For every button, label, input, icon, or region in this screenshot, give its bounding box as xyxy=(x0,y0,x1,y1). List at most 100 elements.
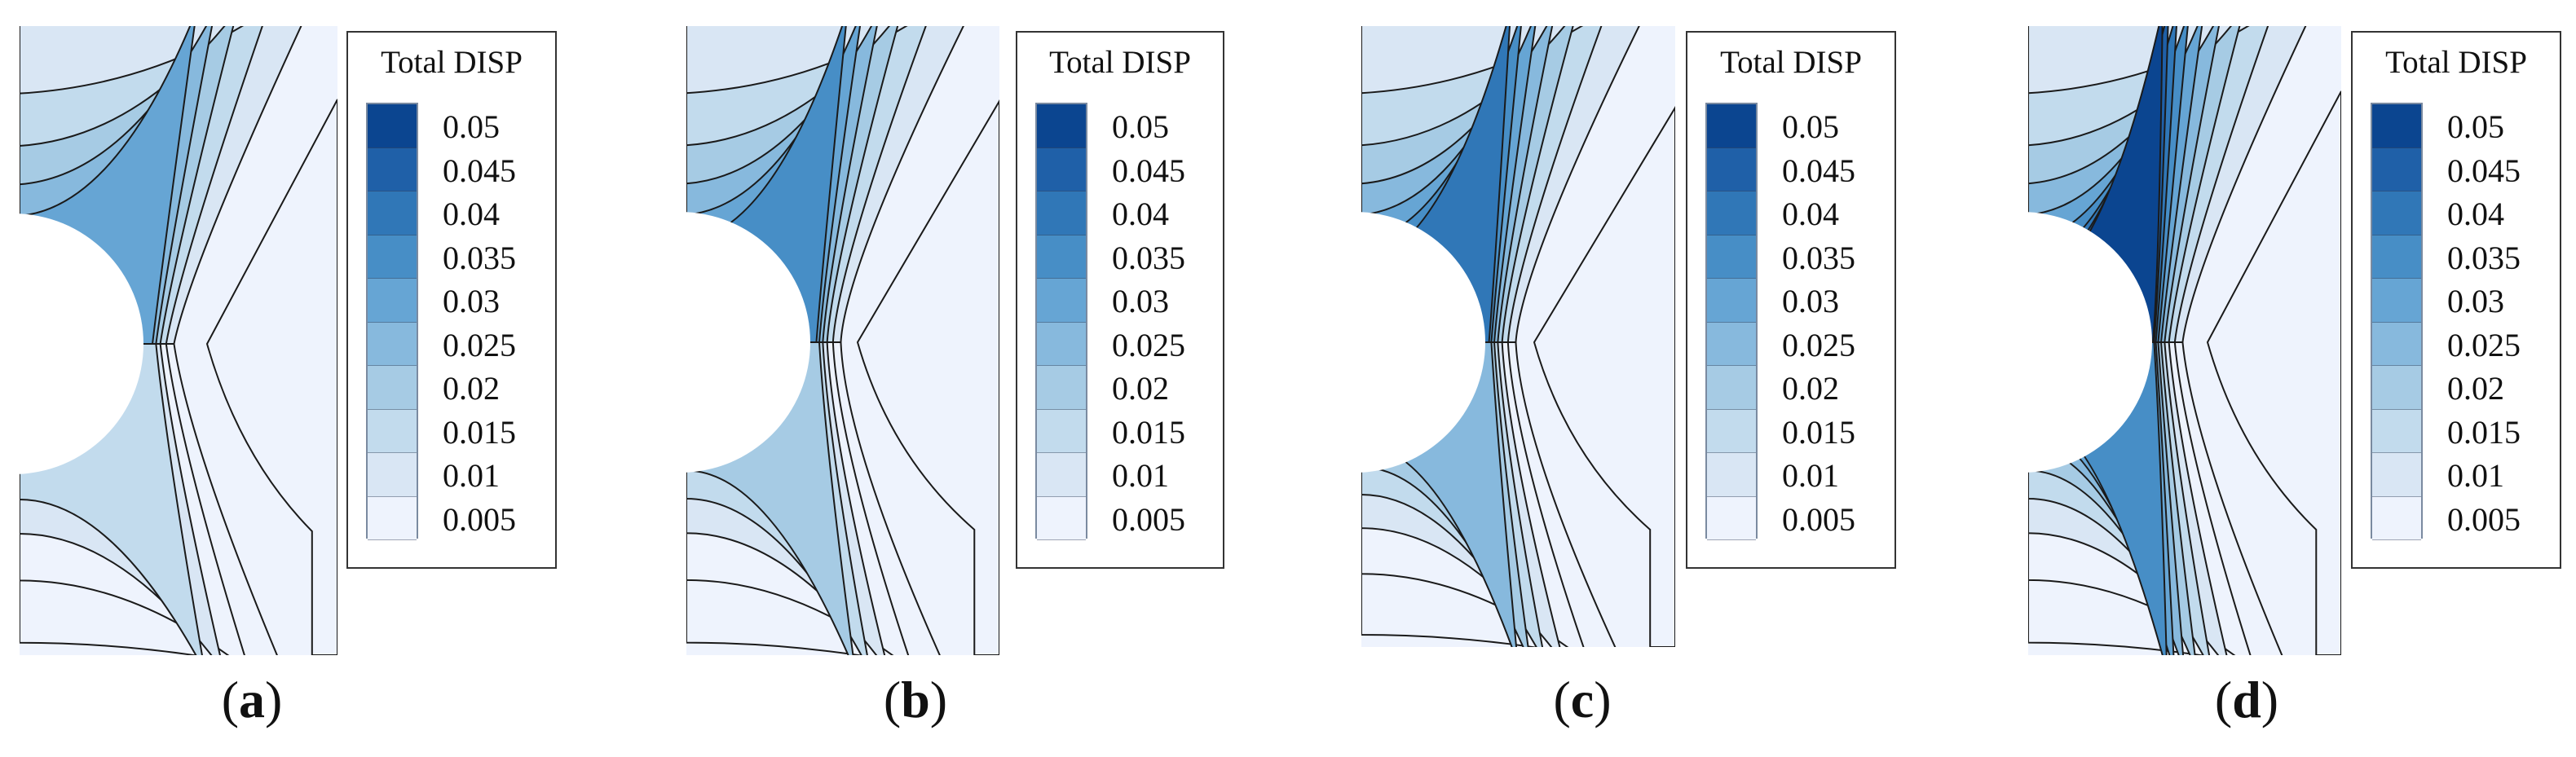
legend-label: 0.005 xyxy=(1112,500,1185,538)
legend-swatch xyxy=(1707,235,1756,279)
legend-label: 0.015 xyxy=(2447,413,2521,451)
legend-title: Total DISP xyxy=(381,45,523,80)
legend-label: 0.025 xyxy=(443,326,516,363)
legend-swatch xyxy=(2372,147,2421,191)
legend-label: 0.015 xyxy=(1782,413,1855,451)
legend-swatch xyxy=(368,409,417,453)
legend-label: 0.035 xyxy=(1112,239,1185,276)
legend-color-bar xyxy=(1035,103,1087,540)
legend-swatch xyxy=(368,453,417,497)
legend-label: 0.02 xyxy=(443,370,500,407)
legend-label: 0.04 xyxy=(1112,196,1169,232)
legend-label: 0.02 xyxy=(1112,370,1169,407)
legend-swatch xyxy=(1707,279,1756,323)
contour-plot-a xyxy=(20,26,337,655)
legend-swatch xyxy=(1707,453,1756,497)
legend-label: 0.025 xyxy=(2447,326,2521,363)
legend-swatch xyxy=(1037,496,1086,540)
legend-label: 0.05 xyxy=(443,108,500,145)
legend-label: 0.04 xyxy=(1782,196,1839,232)
hole-cutout xyxy=(2028,212,2152,473)
legend-label: 0.015 xyxy=(1112,413,1185,451)
legend-label: 0.025 xyxy=(1782,326,1855,363)
legend-swatch xyxy=(2372,279,2421,323)
legend-color-bar xyxy=(2371,103,2423,540)
legend-swatch xyxy=(1707,366,1756,410)
legend-label: 0.03 xyxy=(1782,283,1839,319)
legend-swatch xyxy=(1037,235,1086,279)
legend-swatch xyxy=(368,191,417,235)
legend-label: 0.04 xyxy=(443,196,500,232)
legend-c: Total DISP 0.05 0.045 0.04 0.035 0.03 0.025 0.… xyxy=(1686,31,1896,569)
legend-swatch xyxy=(1707,322,1756,366)
legend-label: 0.01 xyxy=(1782,457,1839,494)
legend-title: Total DISP xyxy=(1720,45,1862,80)
panel-caption-a: (a) xyxy=(221,671,283,728)
panel-caption-d: (d) xyxy=(2214,671,2279,728)
legend-label: 0.035 xyxy=(1782,239,1855,276)
legend-swatch xyxy=(2372,104,2421,148)
legend-swatch xyxy=(2372,366,2421,410)
legend-label: 0.005 xyxy=(2447,500,2521,538)
legend-swatch xyxy=(368,322,417,366)
legend-label: 0.03 xyxy=(443,283,500,319)
legend-swatch xyxy=(1037,366,1086,410)
legend-swatch xyxy=(2372,409,2421,453)
contour-plot-d xyxy=(2028,26,2341,655)
legend-swatch xyxy=(1037,279,1086,323)
legend-label: 0.04 xyxy=(2447,196,2504,232)
legend-label: 0.02 xyxy=(1782,370,1839,407)
legend-label: 0.045 xyxy=(2447,152,2521,189)
legend-swatch xyxy=(368,104,417,148)
legend-label: 0.035 xyxy=(2447,239,2521,276)
legend-swatch xyxy=(368,279,417,323)
legend-swatch xyxy=(368,366,417,410)
legend-label: 0.03 xyxy=(2447,283,2504,319)
legend-label: 0.045 xyxy=(1112,152,1185,189)
legend-swatch xyxy=(368,147,417,191)
legend-swatch xyxy=(2372,322,2421,366)
legend-b: Total DISP 0.05 0.045 0.04 0.035 0.03 0.025 0.… xyxy=(1016,31,1224,569)
legend-swatch xyxy=(2372,496,2421,540)
contour-line xyxy=(1533,106,1675,647)
legend-label: 0.005 xyxy=(443,500,516,538)
contour-line xyxy=(205,99,337,655)
legend-label: 0.05 xyxy=(1782,108,1839,145)
legend-label: 0.05 xyxy=(1112,108,1169,145)
contour-plot-b xyxy=(686,26,999,655)
legend-swatch xyxy=(1037,322,1086,366)
legend-label: 0.01 xyxy=(443,457,500,494)
legend-swatch xyxy=(2372,191,2421,235)
legend-swatch xyxy=(1037,409,1086,453)
legend-swatch xyxy=(2372,235,2421,279)
legend-swatch xyxy=(368,496,417,540)
legend-color-bar xyxy=(1705,103,1758,540)
panel-caption-c: (c) xyxy=(1553,671,1612,728)
legend-swatch xyxy=(1707,191,1756,235)
legend-label: 0.015 xyxy=(443,413,516,451)
legend-title: Total DISP xyxy=(1049,45,1191,80)
legend-swatch xyxy=(368,235,417,279)
legend-swatch xyxy=(1707,104,1756,148)
legend-label: 0.01 xyxy=(2447,457,2504,494)
contour-line xyxy=(856,99,999,655)
legend-swatch xyxy=(1037,453,1086,497)
legend-label: 0.045 xyxy=(443,152,516,189)
panel-caption-b: (b) xyxy=(883,671,948,728)
hole-cutout xyxy=(686,212,810,473)
legend-swatch xyxy=(2372,453,2421,497)
contour-line xyxy=(2206,90,2341,655)
legend-title: Total DISP xyxy=(2385,45,2527,80)
legend-a: Total DISP 0.05 0.045 0.04 0.035 0.03 0.025 0.… xyxy=(346,31,557,569)
legend-label: 0.03 xyxy=(1112,283,1169,319)
legend-label: 0.005 xyxy=(1782,500,1855,538)
contour-plot-c xyxy=(1361,26,1675,647)
legend-label: 0.025 xyxy=(1112,326,1185,363)
legend-color-bar xyxy=(366,103,418,540)
legend-swatch xyxy=(1037,147,1086,191)
hole-cutout xyxy=(1361,212,1485,473)
legend-label: 0.02 xyxy=(2447,370,2504,407)
legend-swatch xyxy=(1707,496,1756,540)
legend-swatch xyxy=(1707,409,1756,453)
legend-label: 0.05 xyxy=(2447,108,2504,145)
